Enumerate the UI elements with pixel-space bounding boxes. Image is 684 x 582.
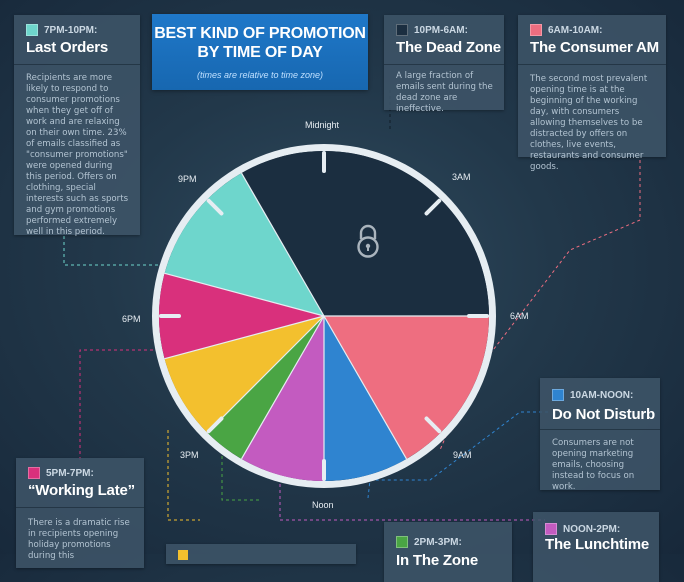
pie-slice-last-orders	[164, 173, 324, 316]
pie-slice-3pm-5pm	[164, 316, 324, 433]
label-6pm: 6PM	[122, 314, 141, 324]
desc-working-late: There is a dramatic rise in recipients o…	[28, 518, 130, 561]
range-dead-zone: 10PM-6AM:	[414, 24, 468, 36]
card-working-late: 5PM-7PM: “Working Late” There is a drama…	[16, 458, 144, 568]
tick-21h	[206, 198, 224, 216]
label-3am: 3AM	[452, 172, 471, 182]
card-lunchtime: NOON-2PM: The Lunchtime	[533, 512, 659, 582]
clock-pie-chart	[63, 90, 641, 521]
name-last-orders: Last Orders	[26, 39, 108, 56]
swatch-lunchtime	[545, 523, 557, 535]
name-in-the-zone: In The Zone	[396, 552, 478, 569]
swatch-consumer-am	[530, 24, 542, 36]
slice-separator	[164, 315, 325, 360]
tick-15h	[206, 416, 224, 434]
swatch-working-late	[28, 467, 40, 479]
card-dead-zone: 10PM-6AM: The Dead Zone A large fraction…	[384, 15, 504, 114]
pie-slice-the-consumer-am	[324, 316, 489, 459]
clock-ticks	[159, 151, 489, 481]
connector-last-orders	[63, 236, 196, 266]
title-box: BEST KIND OF PROMOTION BY TIME OF DAY (t…	[152, 14, 368, 90]
swatch-do-not-disturb	[552, 389, 564, 401]
pie-slices	[158, 151, 489, 481]
pie-slice-the-dead-zone	[241, 151, 489, 316]
range-consumer-am: 6AM-10AM:	[548, 24, 603, 36]
swatch-last-orders	[26, 24, 38, 36]
slice-separator	[206, 315, 325, 434]
swatch-dead-zone	[396, 24, 408, 36]
card-do-not-disturb: 10AM-NOON: Do Not Disturb Consumers are …	[540, 378, 660, 492]
connector-afternoon	[167, 430, 200, 521]
desc-dead-zone: A large fraction of emails sent during t…	[396, 71, 493, 114]
card-consumer-am: 6AM-10AM: The Consumer AM The second mos…	[518, 15, 666, 172]
card-in-the-zone: 2PM-3PM: In The Zone	[384, 522, 512, 582]
range-working-late: 5PM-7PM:	[46, 467, 94, 479]
range-last-orders: 7PM-10PM:	[44, 24, 98, 36]
chart-title: BEST KIND OF PROMOTION BY TIME OF DAY	[154, 25, 366, 61]
pie-slice-the-lunchtime	[241, 316, 324, 481]
label-6am: 6AM	[510, 311, 529, 321]
label-9pm: 9PM	[178, 174, 197, 184]
name-consumer-am: The Consumer AM	[530, 39, 659, 56]
chart-subtitle: (times are relative to time zone)	[196, 70, 324, 80]
lock-icon	[357, 224, 379, 258]
range-do-not-disturb: 10AM-NOON:	[570, 389, 634, 401]
pie-slice-working-late	[158, 273, 324, 359]
connector-do-not-disturb	[367, 411, 548, 499]
connector-in-the-zone	[221, 432, 260, 501]
label-midnight: Midnight	[305, 120, 340, 130]
slice-separator	[164, 272, 325, 317]
desc-do-not-disturb: Consumers are not opening marketing emai…	[552, 438, 635, 492]
pie-slice-in-the-zone	[207, 316, 324, 459]
name-working-late: “Working Late”	[28, 482, 135, 499]
name-do-not-disturb: Do Not Disturb	[552, 406, 656, 423]
slice-separator	[240, 172, 325, 317]
card-afternoon-partial	[166, 544, 356, 564]
range-lunchtime: NOON-2PM:	[563, 523, 621, 535]
swatch-afternoon	[178, 550, 188, 560]
card-last-orders: 7PM-10PM: Last Orders Recipients are mor…	[14, 15, 140, 237]
desc-last-orders: Recipients are more likely to respond to…	[26, 73, 129, 237]
label-noon: Noon	[312, 500, 334, 510]
label-3pm: 3PM	[180, 450, 199, 460]
name-lunchtime: The Lunchtime	[545, 536, 650, 553]
range-in-the-zone: 2PM-3PM:	[414, 536, 462, 548]
tick-3h	[424, 198, 442, 216]
pie-slice-do-not-disturb	[324, 316, 407, 481]
slice-separator	[240, 315, 325, 460]
swatch-in-the-zone	[396, 536, 408, 548]
desc-consumer-am: The second most prevalent opening time i…	[530, 74, 648, 172]
name-dead-zone: The Dead Zone	[396, 39, 501, 56]
tick-9h	[424, 416, 442, 434]
label-9am: 9AM	[453, 450, 472, 460]
slice-separator	[323, 315, 408, 460]
